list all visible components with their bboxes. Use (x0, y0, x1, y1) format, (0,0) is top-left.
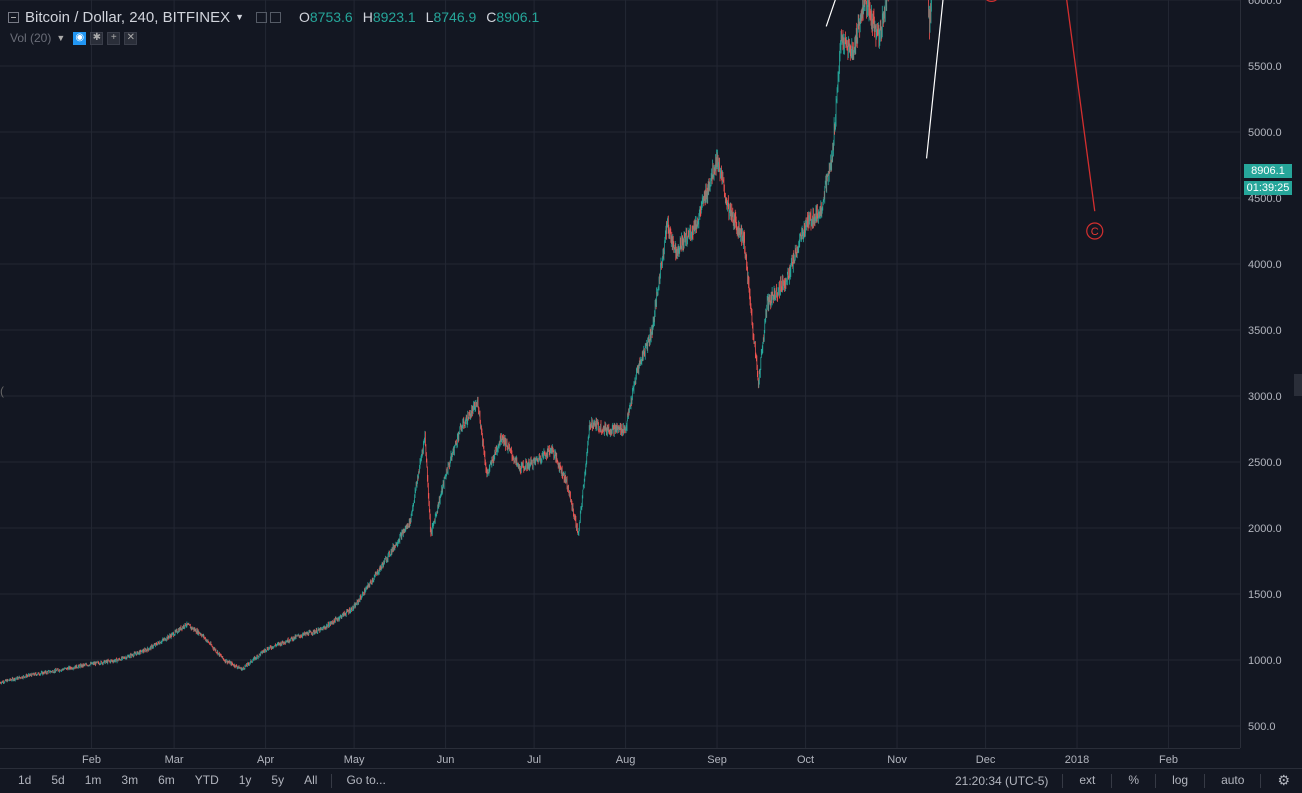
auto-toggle[interactable]: auto (1209, 769, 1256, 793)
close-value: 8906.1 (496, 9, 539, 25)
go-to-date-button[interactable]: Go to... (336, 769, 395, 793)
close-label: C (486, 9, 496, 25)
price-tick-label: 1000.0 (1248, 655, 1282, 667)
right-pane-handle-icon[interactable] (1294, 374, 1302, 396)
time-tick-label: Mar (165, 754, 184, 766)
plus-icon[interactable]: + (107, 32, 120, 45)
time-tick-label: Feb (82, 754, 101, 766)
price-tick-label: 2000.0 (1248, 523, 1282, 535)
high-value: 8923.1 (373, 9, 416, 25)
left-pane-handle-icon[interactable]: ( (0, 384, 5, 398)
legend-header: Bitcoin / Dollar, 240, BITFINEX ▼ O 8753… (8, 6, 549, 28)
price-tick-label: 3500.0 (1248, 325, 1282, 337)
eye-icon[interactable] (256, 12, 267, 23)
range-3m[interactable]: 3m (111, 769, 148, 793)
price-chart[interactable]: ABC 500.01000.01500.02000.02500.03000.03… (0, 0, 1302, 768)
eye-icon[interactable]: ◉ (73, 32, 86, 45)
collapse-icon[interactable] (8, 12, 19, 23)
time-tick-label: 2018 (1065, 754, 1089, 766)
close-icon[interactable]: ✕ (124, 32, 137, 45)
range-ytd[interactable]: YTD (185, 769, 229, 793)
range-5d[interactable]: 5d (41, 769, 74, 793)
gear-icon[interactable]: ⚙ (1265, 769, 1302, 793)
time-tick-label: Sep (707, 754, 727, 766)
last-price-tag: 8906.1 (1244, 164, 1292, 178)
high-label: H (363, 9, 373, 25)
range-1d[interactable]: 1d (8, 769, 41, 793)
time-tick-label: Feb (1159, 754, 1178, 766)
divider (331, 774, 332, 788)
chevron-down-icon[interactable]: ▼ (235, 12, 244, 22)
divider (1204, 774, 1205, 788)
gear-icon[interactable]: ✱ (90, 32, 103, 45)
time-tick-label: Jun (437, 754, 455, 766)
time-tick-label: Oct (797, 754, 814, 766)
open-label: O (299, 9, 310, 25)
divider (1155, 774, 1156, 788)
clock[interactable]: 21:20:34 (UTC-5) (945, 774, 1058, 788)
time-tick-label: Jul (527, 754, 541, 766)
range-5y[interactable]: 5y (261, 769, 294, 793)
chevron-down-icon[interactable]: ▼ (56, 33, 65, 43)
log-toggle[interactable]: log (1160, 769, 1200, 793)
time-tick-label: Dec (976, 754, 996, 766)
volume-indicator-legend: Vol (20) ▼ ◉ ✱ + ✕ (10, 31, 137, 45)
price-tick-label: 5500.0 (1248, 61, 1282, 73)
divider (1260, 774, 1261, 788)
gear-icon[interactable] (270, 12, 281, 23)
time-tick-label: Apr (257, 754, 274, 766)
price-tick-label: 500.0 (1248, 721, 1276, 733)
divider (1111, 774, 1112, 788)
time-tick-label: Aug (616, 754, 636, 766)
price-tick-label: 3000.0 (1248, 391, 1282, 403)
price-tick-label: 1500.0 (1248, 589, 1282, 601)
range-6m[interactable]: 6m (148, 769, 185, 793)
time-tick-label: May (344, 754, 365, 766)
range-all[interactable]: All (294, 769, 327, 793)
low-label: L (426, 9, 434, 25)
price-tick-label: 5000.0 (1248, 127, 1282, 139)
wave-label: C (1091, 226, 1099, 238)
percent-toggle[interactable]: % (1116, 769, 1151, 793)
bar-countdown-tag: 01:39:25 (1244, 181, 1292, 195)
ohlc-values: O 8753.6 H 8923.1 L 8746.9 C 8906.1 (299, 9, 549, 25)
low-value: 8746.9 (433, 9, 476, 25)
open-value: 8753.6 (310, 9, 353, 25)
time-tick-label: Nov (887, 754, 907, 766)
chart-background (0, 0, 1302, 768)
bottom-right-options: 21:20:34 (UTC-5) ext % log auto ⚙ (945, 769, 1302, 793)
range-1y[interactable]: 1y (229, 769, 262, 793)
symbol-title[interactable]: Bitcoin / Dollar, 240, BITFINEX (25, 9, 230, 26)
range-1m[interactable]: 1m (75, 769, 112, 793)
volume-indicator-label[interactable]: Vol (20) (10, 31, 51, 45)
price-tick-label: 2500.0 (1248, 457, 1282, 469)
price-tick-label: 6000.0 (1248, 0, 1282, 7)
divider (1062, 774, 1063, 788)
price-tick-label: 4000.0 (1248, 259, 1282, 271)
ext-toggle[interactable]: ext (1067, 769, 1107, 793)
bottom-toolbar: 1d 5d 1m 3m 6m YTD 1y 5y All Go to... 21… (0, 768, 1302, 792)
